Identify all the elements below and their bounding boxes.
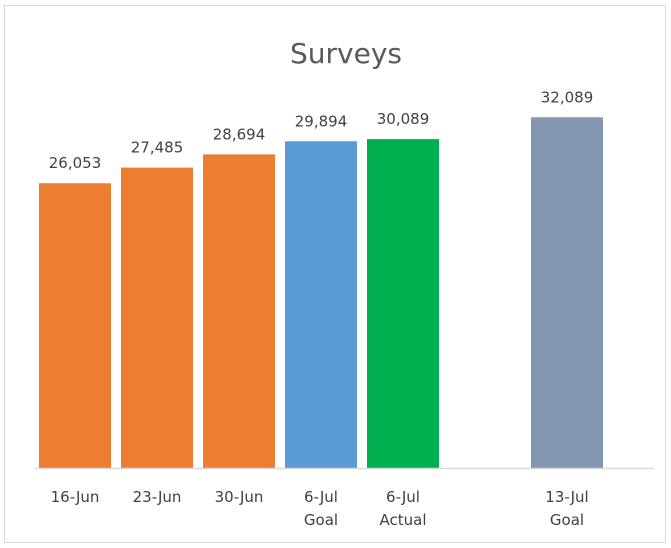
data-label-1: 27,485 [131,139,184,157]
data-label-0: 26,053 [49,154,102,172]
chart-title: Surveys [290,37,402,70]
x-tick-label-2-line-0: 30-Jun [215,488,264,506]
labels-layer: 26,053 16-Jun 27,485 23-Jun 28,694 30-Jun 29,8… [49,88,594,529]
data-label-3: 29,894 [295,112,348,130]
x-tick-label-5-line-1: Goal [550,511,584,529]
x-tick-label-0-line-0: 16-Jun [51,488,100,506]
bar-2 [203,154,275,468]
bar-3 [285,141,357,468]
x-tick-label-1-line-0: 23-Jun [133,488,182,506]
data-label-4: 30,089 [377,110,430,128]
bar-4 [367,139,439,468]
bar-5 [531,117,603,469]
data-label-2: 28,694 [213,125,266,143]
data-label-5: 32,089 [541,88,594,106]
bars-layer [39,117,603,469]
bar-1 [121,167,193,469]
x-tick-label-5-line-0: 13-Jul [545,488,588,506]
x-tick-label-4-line-0: 6-Jul [386,488,420,506]
bar-0 [39,183,111,468]
x-tick-label-3-line-0: 6-Jul [304,488,338,506]
x-tick-label-4-line-1: Actual [380,511,427,529]
x-tick-label-3-line-1: Goal [304,511,338,529]
